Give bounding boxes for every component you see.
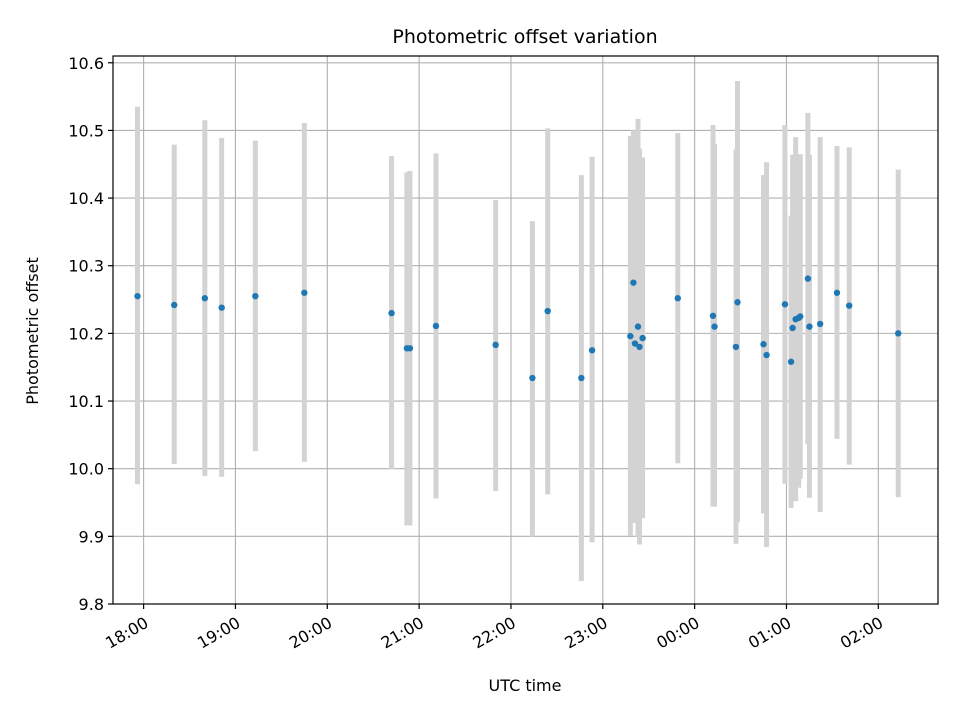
data-point — [732, 343, 740, 351]
x-axis-label: UTC time — [489, 676, 562, 695]
data-point — [787, 358, 795, 365]
data-point — [201, 295, 209, 302]
data-point — [432, 322, 440, 330]
data-point — [804, 275, 812, 282]
data-point — [674, 295, 681, 302]
data-point — [406, 345, 414, 352]
data-point — [627, 332, 634, 340]
data-point — [833, 289, 841, 296]
data-point — [252, 292, 259, 300]
data-point — [134, 292, 141, 300]
y-tick-label: 10.2 — [68, 324, 104, 343]
y-tick-label: 10.0 — [68, 460, 104, 479]
data-point — [631, 340, 639, 347]
plot-frame — [112, 55, 939, 605]
y-tick-label: 9.9 — [79, 527, 104, 546]
data-point — [806, 323, 813, 330]
y-tick-label: 10.4 — [68, 189, 104, 208]
data-point — [781, 301, 789, 308]
data-point — [578, 374, 585, 382]
y-tick-label: 9.8 — [79, 595, 104, 614]
chart-title: Photometric offset variation — [392, 26, 657, 48]
data-point — [529, 374, 536, 382]
data-point — [797, 313, 804, 320]
y-tick-label: 10.3 — [68, 257, 104, 276]
y-axis-ticks: 9.8 9.9 10.0 10.1 10.2 10.3 10.4 10.5 10.6 — [68, 54, 113, 614]
data-point — [636, 343, 643, 351]
y-tick-label: 10.1 — [68, 392, 104, 411]
data-point — [760, 341, 767, 348]
data-point — [492, 341, 499, 349]
data-point — [734, 299, 741, 306]
data-point — [789, 324, 796, 332]
data-point — [711, 323, 718, 330]
data-point — [709, 312, 717, 319]
data-points — [134, 275, 902, 382]
data-point — [634, 323, 642, 330]
data-point — [630, 279, 637, 286]
data-point — [218, 304, 225, 311]
y-axis-label: Photometric offset — [23, 257, 42, 405]
y-tick-label: 10.5 — [68, 121, 104, 140]
data-point — [816, 320, 824, 328]
data-point — [895, 330, 902, 337]
data-point — [846, 302, 853, 309]
data-point — [763, 351, 770, 359]
data-point — [588, 347, 596, 354]
data-point — [301, 289, 308, 296]
data-point — [388, 309, 395, 317]
y-tick-label: 10.6 — [68, 54, 104, 73]
data-point — [171, 301, 178, 309]
data-point — [544, 307, 551, 315]
data-point — [639, 334, 646, 342]
